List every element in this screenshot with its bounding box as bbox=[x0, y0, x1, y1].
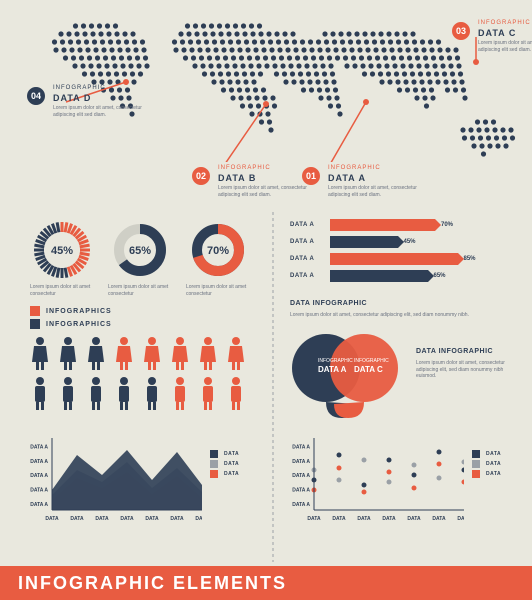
callout-desc: Lorem ipsum dolor sit amet, consectetur … bbox=[328, 185, 418, 198]
legend-item: INFOGRAPHICS bbox=[30, 319, 230, 329]
svg-text:DATA A: DATA A bbox=[318, 365, 347, 374]
divider bbox=[272, 212, 274, 562]
callout-badge: 02 bbox=[190, 165, 212, 187]
hbar-value: 45% bbox=[404, 239, 416, 245]
svg-text:DATA: DATA bbox=[432, 516, 446, 522]
legend-item: INFOGRAPHICS bbox=[30, 306, 230, 316]
svg-text:DATA: DATA bbox=[145, 516, 159, 522]
donut-2: 70% bbox=[186, 218, 250, 282]
callout-desc: Lorem ipsum dolor sit amet, consectetur … bbox=[218, 185, 308, 198]
svg-text:DATA A: DATA A bbox=[30, 488, 48, 494]
callout-label: DATA D bbox=[53, 93, 91, 103]
hbar-label: DATA A bbox=[290, 273, 330, 279]
svg-text:DATA: DATA bbox=[332, 516, 346, 522]
callout-tag: INFOGRAPHIC bbox=[218, 165, 271, 171]
hbar-value: 70% bbox=[441, 222, 453, 228]
svg-text:DATA C: DATA C bbox=[354, 365, 383, 374]
hbar-chart: DATA A 70% DATA A 45% DATA A 85% DATA A 65% bbox=[290, 218, 510, 298]
svg-text:DATA: DATA bbox=[120, 516, 134, 522]
svg-text:DATA A: DATA A bbox=[30, 444, 48, 450]
callout-badge: 04 bbox=[25, 85, 47, 107]
hbar-bar bbox=[330, 236, 398, 248]
venn-title: DATA INFOGRAPHIC bbox=[290, 300, 490, 310]
legend-swatch bbox=[30, 306, 40, 316]
svg-text:DATA A: DATA A bbox=[30, 473, 48, 479]
legend-label: INFOGRAPHICS bbox=[46, 308, 112, 315]
hbar-row: DATA A 45% bbox=[290, 235, 510, 249]
line-legend: DATADATADATA bbox=[472, 450, 532, 490]
callout-badge: 03 bbox=[450, 20, 472, 42]
callout-tag: INFOGRAPHIC bbox=[53, 85, 106, 91]
hbar-label: DATA A bbox=[290, 222, 330, 228]
map-callout-04: 04 INFOGRAPHIC DATA D Lorem ipsum dolor sit… bbox=[25, 85, 175, 129]
hbar-value: 85% bbox=[464, 256, 476, 262]
svg-text:DATA A: DATA A bbox=[30, 502, 48, 508]
hbar-bar bbox=[330, 270, 428, 282]
legend-main: INFOGRAPHICS INFOGRAPHICS bbox=[30, 306, 230, 336]
svg-text:DATA: DATA bbox=[95, 516, 109, 522]
svg-text:DATA: DATA bbox=[170, 516, 184, 522]
svg-text:INFOGRAPHIC: INFOGRAPHIC bbox=[354, 358, 389, 364]
donut-0: 45% bbox=[30, 218, 94, 282]
callout-tag: INFOGRAPHIC bbox=[478, 20, 531, 26]
hbar-row: DATA A 70% bbox=[290, 218, 510, 232]
svg-text:DATA: DATA bbox=[195, 516, 202, 522]
people-icons bbox=[28, 334, 268, 414]
donut-1: 65% bbox=[108, 218, 172, 282]
svg-text:DATA: DATA bbox=[357, 516, 371, 522]
hbar-label: DATA A bbox=[290, 239, 330, 245]
venn-side-title: DATA INFOGRAPHIC bbox=[416, 348, 516, 358]
venn-desc: Lorem ipsum dolor sit amet, consectetur … bbox=[290, 312, 500, 332]
legend-swatch bbox=[30, 319, 40, 329]
venn-chart: INFOGRAPHICDATA AINFOGRAPHICDATA C bbox=[288, 330, 408, 420]
hbar-value: 65% bbox=[434, 273, 446, 279]
svg-text:DATA A: DATA A bbox=[292, 488, 310, 494]
svg-text:DATA: DATA bbox=[407, 516, 421, 522]
svg-text:DATA: DATA bbox=[70, 516, 84, 522]
hbar-bar bbox=[330, 219, 435, 231]
svg-text:DATA: DATA bbox=[307, 516, 321, 522]
callout-label: DATA B bbox=[218, 173, 256, 183]
svg-text:DATA A: DATA A bbox=[292, 502, 310, 508]
svg-text:DATA A: DATA A bbox=[292, 473, 310, 479]
footer-title: INFOGRAPHIC ELEMENTS bbox=[18, 573, 287, 594]
svg-text:DATA A: DATA A bbox=[30, 459, 48, 465]
area-legend: DATADATADATA bbox=[210, 450, 270, 490]
hbar-bar bbox=[330, 253, 458, 265]
donut-caption-0: Lorem ipsum dolor sit amet consectetur bbox=[30, 284, 94, 298]
svg-text:DATA A: DATA A bbox=[292, 459, 310, 465]
svg-text:65%: 65% bbox=[129, 245, 151, 257]
venn-side-desc: Lorem ipsum dolor sit amet, consectetur … bbox=[416, 360, 512, 400]
area-chart: DATA DATA DATA DATA DATA DATA DATA DATA A DATA A… bbox=[22, 438, 202, 530]
infographic-canvas: 01INFOGRAPHICDATA ALorem ipsum dolor sit… bbox=[0, 0, 532, 600]
svg-text:DATA: DATA bbox=[457, 516, 464, 522]
svg-text:DATA A: DATA A bbox=[292, 444, 310, 450]
svg-text:DATA: DATA bbox=[45, 516, 59, 522]
legend-label: INFOGRAPHICS bbox=[46, 321, 112, 328]
callout-label: DATA C bbox=[478, 28, 516, 38]
donut-caption-2: Lorem ipsum dolor sit amet consectetur bbox=[186, 284, 250, 298]
svg-text:INFOGRAPHIC: INFOGRAPHIC bbox=[318, 358, 353, 364]
callout-desc: Lorem ipsum dolor sit amet, consectetur … bbox=[478, 40, 532, 53]
line-chart: DATA DATA DATA DATA DATA DATA DATA DATA A DATA A… bbox=[284, 438, 464, 530]
svg-text:70%: 70% bbox=[207, 245, 229, 257]
svg-text:45%: 45% bbox=[51, 245, 73, 257]
map-callout-03: 03 INFOGRAPHIC DATA C Lorem ipsum dolor sit… bbox=[450, 20, 532, 64]
callout-desc: Lorem ipsum dolor sit amet, consectetur … bbox=[53, 105, 143, 118]
hbar-label: DATA A bbox=[290, 256, 330, 262]
donut-caption-1: Lorem ipsum dolor sit amet consectetur bbox=[108, 284, 172, 298]
hbar-row: DATA A 65% bbox=[290, 269, 510, 283]
svg-text:DATA: DATA bbox=[382, 516, 396, 522]
map-callout-02: 02 INFOGRAPHIC DATA B Lorem ipsum dolor sit… bbox=[190, 165, 340, 209]
hbar-row: DATA A 85% bbox=[290, 252, 510, 266]
footer-bar: INFOGRAPHIC ELEMENTS bbox=[0, 566, 532, 600]
